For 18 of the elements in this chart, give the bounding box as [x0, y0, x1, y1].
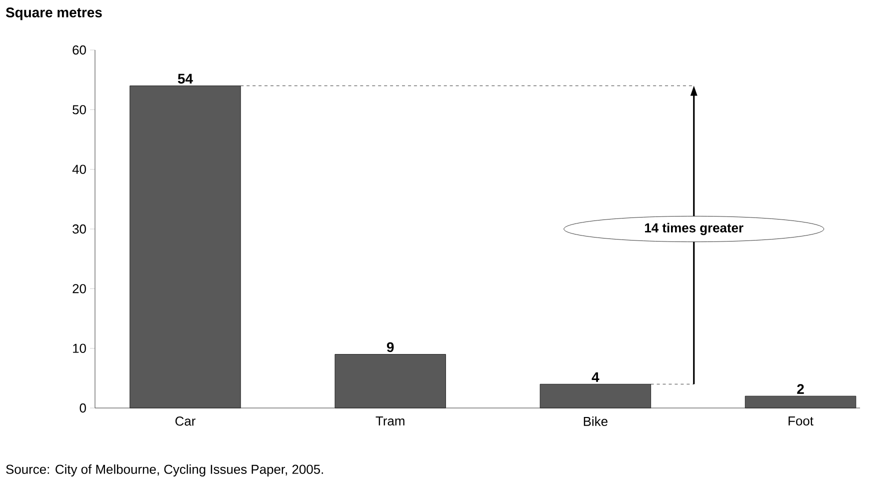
x-tick-label: Car	[175, 416, 196, 426]
data-label: 54	[178, 74, 193, 84]
y-axis-title: Square metres	[6, 8, 102, 20]
y-tick-label: 20	[72, 284, 86, 294]
annotation: 14 times greater	[645, 222, 744, 236]
y-tick-label: 50	[72, 105, 86, 114]
y-tick-label: 10	[73, 344, 86, 353]
data-label: 9	[386, 342, 394, 352]
x-tick-label: Tram	[376, 416, 404, 426]
data-label: 4	[592, 372, 600, 382]
y-tick-label: 0	[80, 403, 86, 413]
x-tick-label: Bike	[584, 416, 608, 426]
data-label: 2	[797, 384, 804, 394]
y-tick-label: 60	[72, 45, 86, 55]
y-tick-label: 30	[72, 224, 86, 234]
source-note: Source: City of Melbourne, Cycling Issues Paper, 2005.	[6, 464, 323, 476]
x-tick-label: Foot	[788, 416, 814, 426]
y-tick-label: 40	[72, 164, 86, 174]
